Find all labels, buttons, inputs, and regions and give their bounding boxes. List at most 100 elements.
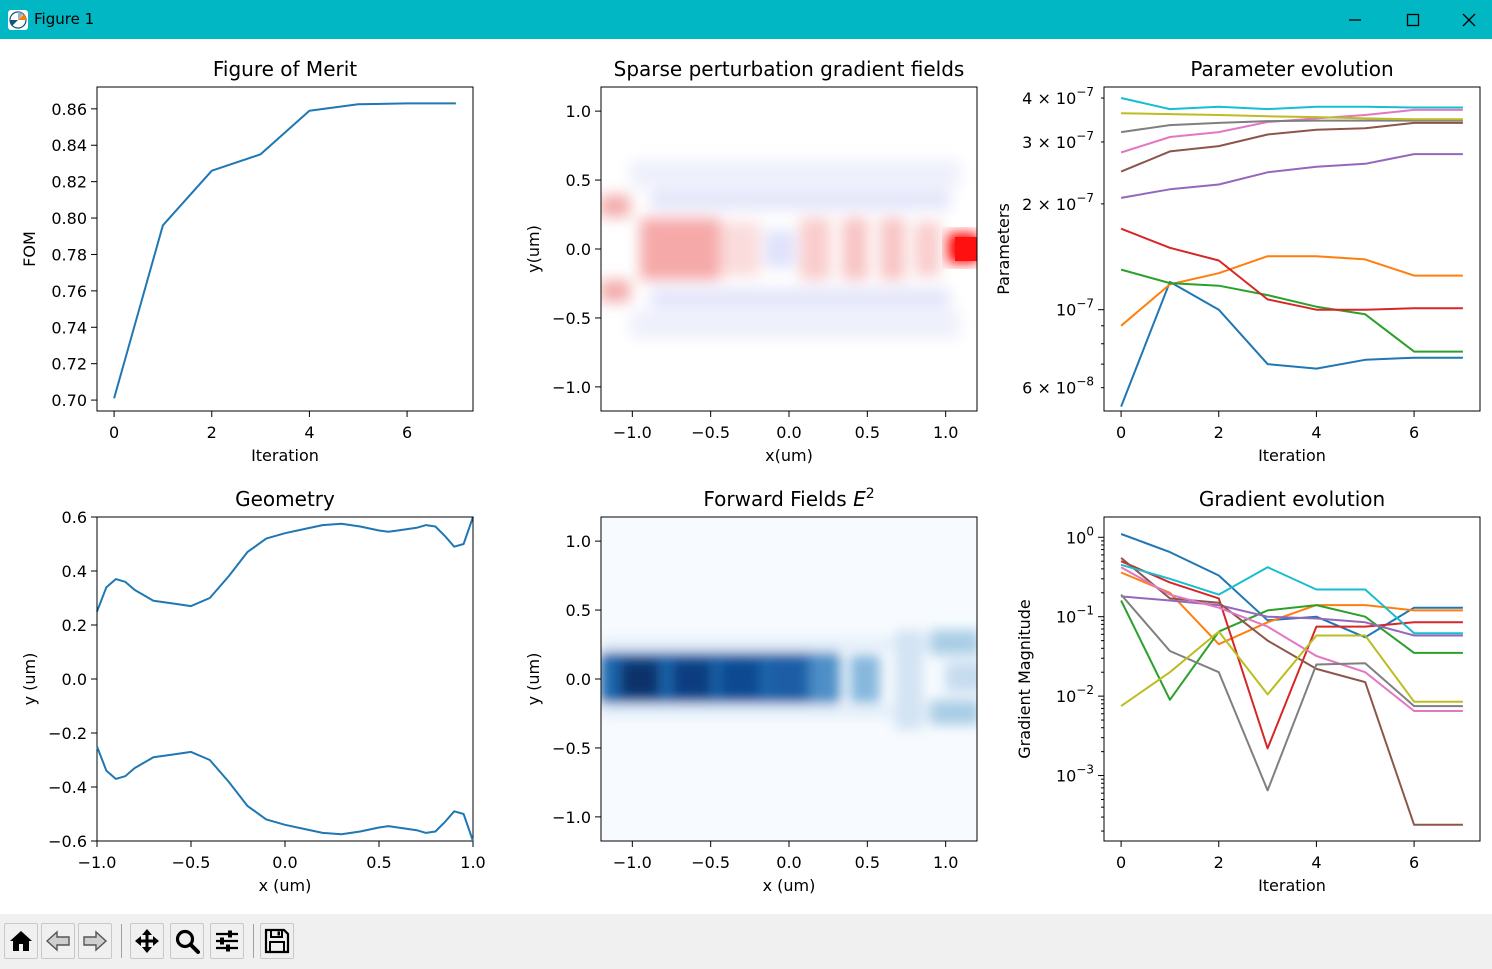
geometry-ylabel: y (um) [20, 653, 39, 706]
geometry-ytick-label: 0.6 [62, 508, 87, 527]
close-button[interactable] [1440, 0, 1492, 39]
gradient-evolution-series-group [1120, 533, 1463, 826]
move-icon [135, 929, 159, 953]
forward-fields-xtick-label: −0.5 [691, 853, 730, 872]
parameter-evolution-series-line [1120, 280, 1463, 407]
minimize-icon [1349, 18, 1361, 21]
gradient-evolution-series-line [1120, 630, 1463, 707]
fom-ytick-label: 0.78 [51, 245, 87, 264]
parameter-evolution-axes-frame [1103, 86, 1481, 412]
forward-fields-axes-frame [600, 516, 978, 842]
geometry-ytick-label: −0.6 [48, 832, 87, 851]
toolbar-separator [253, 924, 254, 958]
gradient-fields-title: Sparse perturbation gradient fields [614, 57, 965, 81]
geometry-ytick-label: −0.2 [48, 724, 87, 743]
forward-fields-xtick-label: 0.0 [776, 853, 801, 872]
geometry-xtick-label: 0.5 [366, 853, 391, 872]
fom-axes-frame [96, 86, 474, 412]
gradient-evolution-series-line [1120, 600, 1463, 701]
parameter-evolution-series-line [1120, 255, 1463, 327]
gradient-evolution-series-line [1120, 560, 1463, 750]
forward-fields-xtick-label: 0.5 [855, 853, 880, 872]
gradient-fields-xtick-label: −1.0 [613, 423, 652, 442]
geometry-xtick-label: −1.0 [78, 853, 117, 872]
gradient-evolution-series-line [1120, 563, 1463, 635]
geometry-plot: Geometry x (um) y (um) −1.0 −0.5 0.0 0.5 1.0 −0.… [20, 487, 486, 895]
fom-ytick-label: 0.76 [51, 282, 87, 301]
minimize-button[interactable] [1326, 0, 1384, 39]
gradient-evolution-ytick-label: 100 [1066, 524, 1094, 547]
gradient-evolution-axes-frame [1103, 516, 1481, 842]
forward-fields-ytick-label: −1.0 [552, 808, 591, 827]
maximize-button[interactable] [1384, 0, 1442, 39]
fom-ytick-label: 0.82 [51, 173, 87, 192]
geometry-ytick-label: 0.0 [62, 670, 87, 689]
parameter-evolution-title: Parameter evolution [1190, 57, 1393, 81]
forward-fields-xlabel: x (um) [763, 876, 816, 895]
fom-ytick-label: 0.74 [51, 318, 87, 337]
fom-series-line [113, 102, 456, 399]
parameter-evolution-xlabel: Iteration [1258, 446, 1326, 465]
zoom-button[interactable] [170, 923, 204, 959]
geometry-axes-frame [96, 516, 474, 842]
gradient-evolution-xtick-label: 0 [1116, 853, 1126, 872]
gradient-fields-xtick-label: 0.0 [776, 423, 801, 442]
forward-fields-ytick-label: −0.5 [552, 739, 591, 758]
fom-xlabel: Iteration [251, 446, 319, 465]
maximize-icon [1406, 13, 1420, 26]
parameter-evolution-ytick-minor-label: 6 × 10−8 [1022, 375, 1094, 398]
geometry-title: Geometry [235, 487, 335, 511]
window-title-bar[interactable]: Figure 1 [0, 0, 1492, 39]
gradient-fields-axes-frame [600, 86, 978, 412]
toolbar-separator [121, 924, 122, 958]
gradient-fields-xtick-label: −0.5 [691, 423, 730, 442]
parameter-evolution-ytick-label: 10−7 [1056, 297, 1094, 320]
floppy-disk-icon [264, 928, 290, 954]
parameter-evolution-plot: Parameter evolution Iteration Parameters 0 2… [994, 57, 1481, 465]
window-title: Figure 1 [34, 10, 95, 28]
parameter-evolution-series-line [1120, 268, 1463, 353]
back-button[interactable] [41, 923, 75, 959]
parameter-evolution-series-line [1120, 119, 1463, 134]
gradient-evolution-title: Gradient evolution [1199, 487, 1385, 511]
close-icon [1462, 13, 1476, 26]
fom-ytick-label: 0.84 [51, 136, 87, 155]
geometry-xtick-label: 1.0 [460, 853, 485, 872]
gradient-evolution-ylabel: Gradient Magnitude [1015, 599, 1034, 759]
gradient-evolution-xtick-label: 6 [1409, 853, 1419, 872]
forward-fields-xtick-label: −1.0 [613, 853, 652, 872]
fom-plot: Figure of Merit Iteration FOM 0 2 4 6 0.70 0.72 0… [20, 57, 474, 465]
parameter-evolution-xtick-label: 2 [1214, 423, 1224, 442]
home-button[interactable] [4, 923, 38, 959]
configure-subplots-button[interactable] [210, 923, 244, 959]
home-icon [10, 931, 32, 951]
geometry-ytick-label: 0.2 [62, 616, 87, 635]
gradient-fields-ylabel: y(um) [524, 225, 543, 273]
gradient-fields-xtick-label: 0.5 [855, 423, 880, 442]
fom-xtick-label: 6 [402, 423, 412, 442]
fom-ytick-label: 0.86 [51, 100, 87, 119]
pan-button[interactable] [130, 923, 164, 959]
parameter-evolution-ytick-minor-label: 3 × 10−7 [1022, 129, 1094, 152]
fom-ytick-label: 0.72 [51, 355, 87, 374]
save-button[interactable] [260, 923, 294, 959]
gradient-evolution-xtick-label: 2 [1214, 853, 1224, 872]
gradient-evolution-xtick-label: 4 [1311, 853, 1321, 872]
fom-ylabel: FOM [20, 231, 39, 267]
parameter-evolution-series-line [1120, 121, 1463, 173]
gradient-evolution-ytick-label: 10−3 [1056, 763, 1094, 786]
geometry-xtick-label: −0.5 [172, 853, 211, 872]
sliders-icon [216, 930, 238, 952]
forward-fields-ytick-label: 1.0 [566, 532, 591, 551]
gradient-fields-xtick-label: 1.0 [933, 423, 958, 442]
figure-canvas[interactable]: Figure of Merit Iteration FOM 0 2 4 6 0.70 0.72 0… [0, 39, 1492, 914]
parameter-evolution-series-line [1121, 112, 1463, 121]
fom-xtick-label: 0 [109, 423, 119, 442]
gradient-evolution-series-line [1120, 566, 1463, 712]
parameter-evolution-series-line [1120, 153, 1463, 199]
gradient-evolution-plot: Gradient evolution Iteration Gradient Magn… [1015, 487, 1481, 895]
forward-button[interactable] [78, 923, 112, 959]
magnifier-icon [175, 929, 200, 954]
gradient-fields-ytick-label: 0.5 [566, 171, 591, 190]
gradient-fields-heatmap [601, 87, 977, 411]
